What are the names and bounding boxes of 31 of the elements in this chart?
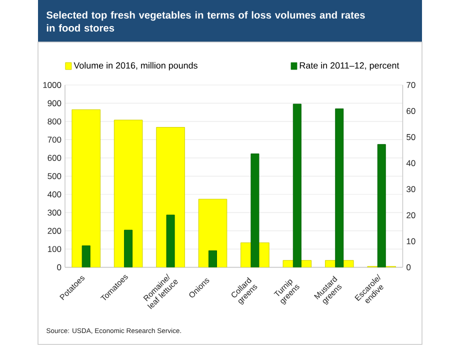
bar (208, 250, 218, 268)
y-tick-label: 1000 (43, 82, 62, 88)
y2-tick-label: 30 (406, 186, 416, 192)
bar (377, 144, 386, 268)
y-tick-label: 400 (48, 191, 62, 198)
bar (292, 104, 302, 268)
y-tick-label: 500 (48, 173, 62, 180)
y-tick-label: 0 (57, 264, 62, 270)
y-tick-label: 200 (48, 228, 62, 234)
y-tick-label: 900 (48, 100, 62, 106)
y-tick-label: 600 (48, 154, 62, 161)
bar (124, 230, 133, 268)
y2-tick-label: 70 (406, 82, 416, 88)
bar (82, 245, 90, 268)
y-tick-label: 100 (48, 246, 62, 252)
bar (114, 120, 143, 268)
y2-tick-label: 20 (406, 212, 416, 218)
legend-label: Volume in 2016, million pounds (74, 62, 198, 70)
legend-label: Rate in 2011–12, percent (300, 62, 400, 70)
y-tick-label: 800 (48, 118, 62, 124)
y2-tick-label: 60 (406, 108, 416, 114)
y2-tick-label: 50 (406, 134, 416, 140)
y-tick-label: 700 (48, 136, 62, 143)
bar (72, 109, 100, 268)
bar (198, 198, 228, 268)
y2-tick-label: 0 (406, 264, 411, 270)
y-tick-label: 300 (48, 210, 62, 216)
chart-title: Selected top fresh vegetables in terms of loss volumes and rates in food stores (46, 11, 365, 32)
y2-tick-label: 10 (406, 238, 416, 244)
y2-tick-label: 40 (406, 160, 416, 166)
bar (335, 108, 344, 268)
